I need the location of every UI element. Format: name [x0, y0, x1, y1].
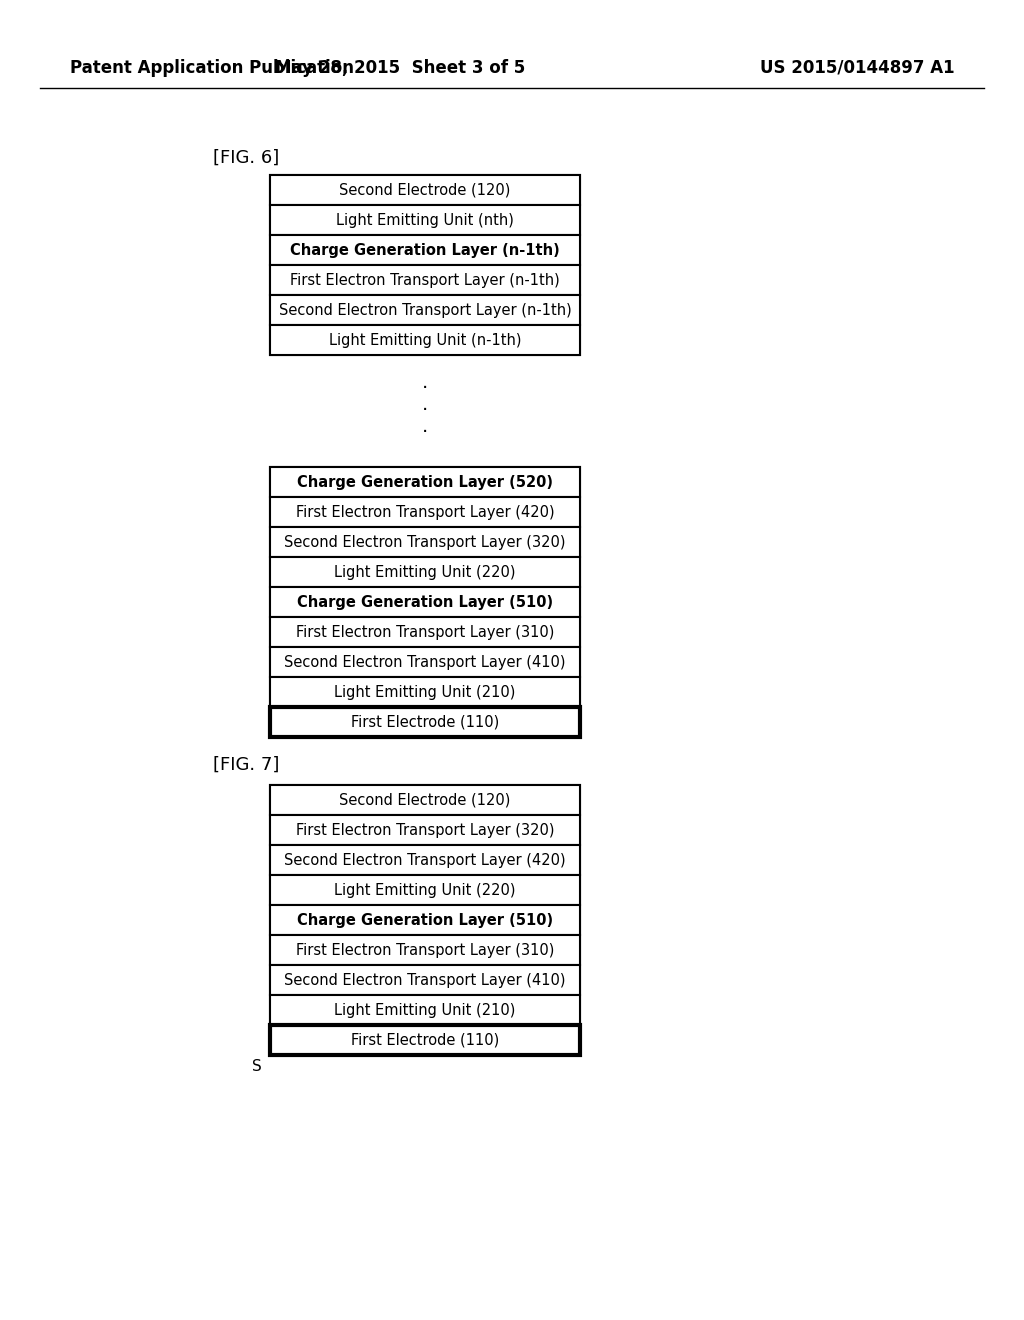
Bar — [270, 587, 580, 616]
Bar — [270, 965, 580, 995]
Text: Charge Generation Layer (n-1th): Charge Generation Layer (n-1th) — [290, 243, 560, 257]
Text: First Electron Transport Layer (310): First Electron Transport Layer (310) — [296, 942, 554, 957]
Text: First Electron Transport Layer (310): First Electron Transport Layer (310) — [296, 624, 554, 639]
Text: US 2015/0144897 A1: US 2015/0144897 A1 — [760, 59, 954, 77]
Text: Second Electrode (120): Second Electrode (120) — [339, 182, 511, 198]
Text: Charge Generation Layer (520): Charge Generation Layer (520) — [297, 474, 553, 490]
Bar — [270, 785, 580, 814]
Bar — [270, 176, 580, 355]
Text: .: . — [422, 417, 428, 437]
Text: Second Electron Transport Layer (420): Second Electron Transport Layer (420) — [285, 853, 566, 867]
Bar — [270, 467, 580, 498]
Text: Light Emitting Unit (220): Light Emitting Unit (220) — [334, 565, 516, 579]
Text: First Electrode (110): First Electrode (110) — [351, 714, 499, 730]
Bar — [270, 875, 580, 906]
Text: First Electron Transport Layer (420): First Electron Transport Layer (420) — [296, 504, 554, 520]
Bar — [270, 467, 580, 737]
Bar — [270, 1026, 580, 1055]
Text: [FIG. 7]: [FIG. 7] — [213, 756, 280, 774]
Bar — [270, 205, 580, 235]
Bar — [270, 677, 580, 708]
Text: Light Emitting Unit (nth): Light Emitting Unit (nth) — [336, 213, 514, 227]
Text: May 28, 2015  Sheet 3 of 5: May 28, 2015 Sheet 3 of 5 — [274, 59, 525, 77]
Text: Second Electron Transport Layer (n-1th): Second Electron Transport Layer (n-1th) — [279, 302, 571, 318]
Text: Light Emitting Unit (210): Light Emitting Unit (210) — [334, 685, 516, 700]
Text: First Electron Transport Layer (n-1th): First Electron Transport Layer (n-1th) — [290, 272, 560, 288]
Bar — [270, 845, 580, 875]
Text: Light Emitting Unit (210): Light Emitting Unit (210) — [334, 1002, 516, 1018]
Bar — [270, 785, 580, 1055]
Text: Patent Application Publication: Patent Application Publication — [70, 59, 354, 77]
Bar — [270, 647, 580, 677]
Bar — [270, 616, 580, 647]
Bar — [270, 935, 580, 965]
Bar — [270, 708, 580, 737]
Bar — [270, 325, 580, 355]
Text: S: S — [252, 1059, 262, 1074]
Bar — [270, 527, 580, 557]
Text: Second Electron Transport Layer (320): Second Electron Transport Layer (320) — [285, 535, 565, 549]
Text: Charge Generation Layer (510): Charge Generation Layer (510) — [297, 594, 553, 610]
Text: Light Emitting Unit (n-1th): Light Emitting Unit (n-1th) — [329, 333, 521, 347]
Bar — [270, 294, 580, 325]
Text: Charge Generation Layer (510): Charge Generation Layer (510) — [297, 912, 553, 928]
Text: .: . — [422, 374, 428, 392]
Bar — [270, 814, 580, 845]
Text: Second Electron Transport Layer (410): Second Electron Transport Layer (410) — [285, 973, 565, 987]
Text: Light Emitting Unit (220): Light Emitting Unit (220) — [334, 883, 516, 898]
Bar — [270, 235, 580, 265]
Bar — [270, 557, 580, 587]
Bar — [270, 995, 580, 1026]
Text: [FIG. 6]: [FIG. 6] — [213, 149, 280, 168]
Text: First Electrode (110): First Electrode (110) — [351, 1032, 499, 1048]
Bar — [270, 265, 580, 294]
Bar — [270, 176, 580, 205]
Text: Second Electrode (120): Second Electrode (120) — [339, 792, 511, 808]
Text: .: . — [422, 396, 428, 414]
Text: Second Electron Transport Layer (410): Second Electron Transport Layer (410) — [285, 655, 565, 669]
Text: First Electron Transport Layer (320): First Electron Transport Layer (320) — [296, 822, 554, 837]
Bar — [270, 906, 580, 935]
Bar — [270, 498, 580, 527]
